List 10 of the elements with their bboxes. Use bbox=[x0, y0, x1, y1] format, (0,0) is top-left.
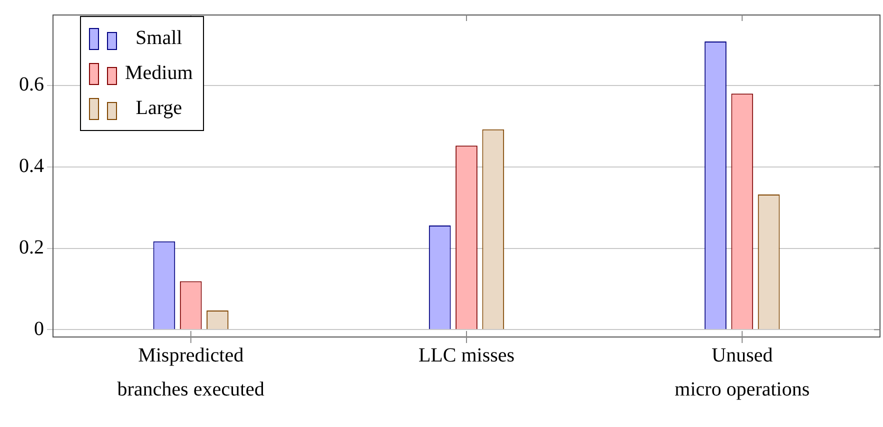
legend-label: Small bbox=[134, 27, 184, 50]
y-tick-label: 0 bbox=[34, 318, 44, 340]
x-tick-label: LLC misses bbox=[418, 344, 515, 366]
y-tick-label: 0.6 bbox=[19, 74, 44, 96]
y-tick-label: 0.4 bbox=[19, 155, 44, 178]
x-tick-label: Mispredicted branches executed bbox=[117, 344, 264, 400]
legend-label: Large bbox=[134, 97, 184, 120]
legend-label: Medium bbox=[125, 62, 193, 85]
x-tick-label: Unused micro operations bbox=[674, 344, 810, 400]
y-tick-label: 0.2 bbox=[19, 236, 44, 259]
